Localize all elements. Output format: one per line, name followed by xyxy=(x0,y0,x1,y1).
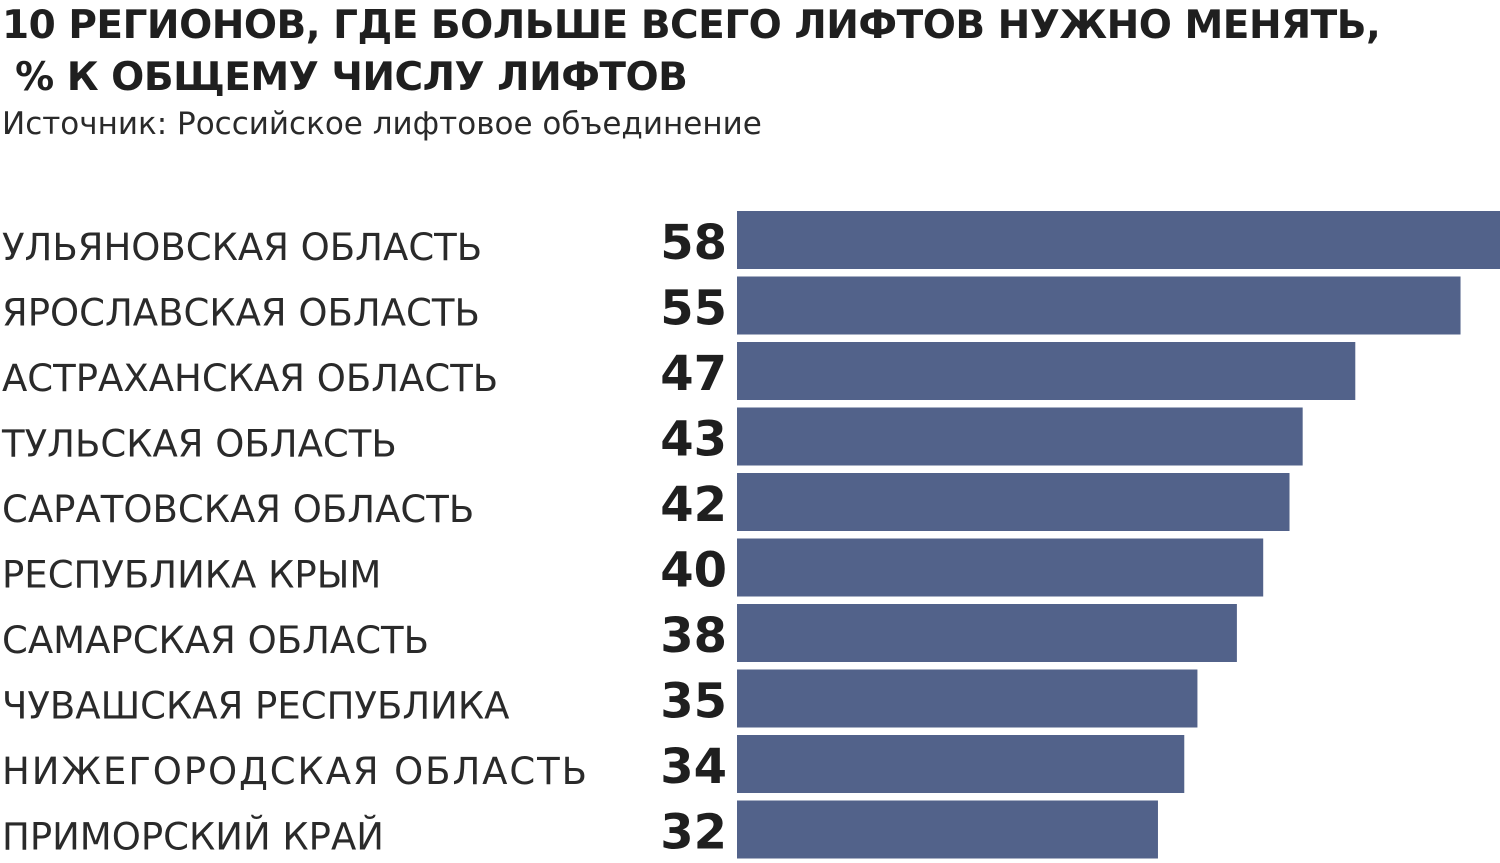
category-label-4: ТУЛЬСКАЯ ОБЛАСТЬ xyxy=(1,423,397,466)
bar-8 xyxy=(737,669,1198,728)
bar-7 xyxy=(737,604,1237,662)
bar-9 xyxy=(737,735,1185,793)
category-label-2: ЯРОСЛАВСКАЯ ОБЛАСТЬ xyxy=(2,292,480,335)
category-label-9: НИЖЕГОРОДСКАЯ ОБЛАСТЬ xyxy=(2,750,587,793)
value-label-10: 32 xyxy=(660,805,727,861)
value-label-6: 40 xyxy=(660,543,727,599)
bar-chart: УЛЬЯНОВСКАЯ ОБЛАСТЬ 58 ЯРОСЛАВСКАЯ ОБЛАСТЬ… xyxy=(1,211,1500,861)
value-label-4: 43 xyxy=(660,412,727,468)
chart-title: 10 РЕГИОНОВ, ГДЕ БОЛЬШЕ ВСЕГО ЛИФТОВ НУЖ… xyxy=(2,0,1492,104)
chart-title-line-1: 10 РЕГИОНОВ, ГДЕ БОЛЬШЕ ВСЕГО ЛИФТОВ НУЖ… xyxy=(2,3,1381,48)
bar-5 xyxy=(737,473,1290,531)
value-label-1: 58 xyxy=(660,215,727,271)
category-label-1: УЛЬЯНОВСКАЯ ОБЛАСТЬ xyxy=(2,226,482,269)
category-label-7: САМАРСКАЯ ОБЛАСТЬ xyxy=(2,619,429,662)
category-label-3: АСТРАХАНСКАЯ ОБЛАСТЬ xyxy=(2,357,498,400)
value-label-2: 55 xyxy=(660,281,727,337)
value-label-5: 42 xyxy=(660,477,727,533)
bar-4 xyxy=(737,407,1303,466)
value-label-3: 47 xyxy=(660,346,727,402)
value-label-9: 34 xyxy=(660,739,727,795)
bar-6 xyxy=(737,538,1264,597)
value-label-7: 38 xyxy=(660,608,727,664)
value-label-8: 35 xyxy=(660,674,727,730)
bar-1 xyxy=(737,211,1500,269)
bar-2 xyxy=(737,276,1461,335)
bar-10 xyxy=(737,800,1158,859)
bar-3 xyxy=(737,342,1356,400)
chart-source: Источник: Российское лифтовое объединени… xyxy=(2,106,762,142)
category-label-6: РЕСПУБЛИКА КРЫМ xyxy=(2,554,381,597)
category-label-5: САРАТОВСКАЯ ОБЛАСТЬ xyxy=(2,488,474,531)
chart-title-line-2: % К ОБЩЕМУ ЧИСЛУ ЛИФТОВ xyxy=(2,55,688,100)
category-label-8: ЧУВАШСКАЯ РЕСПУБЛИКА xyxy=(2,685,509,728)
category-label-10: ПРИМОРСКИЙ КРАЙ xyxy=(2,815,384,859)
